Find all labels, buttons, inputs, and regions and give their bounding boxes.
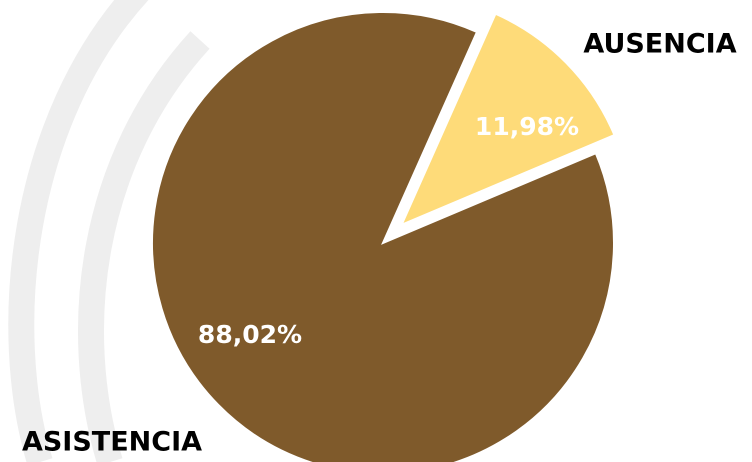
background-decoration bbox=[8, 0, 210, 462]
category-label: ASISTENCIA bbox=[22, 427, 202, 458]
value-label: 88,02% bbox=[198, 320, 302, 349]
pie-slice bbox=[399, 12, 616, 227]
category-label: AUSENCIA bbox=[583, 29, 736, 60]
decor-arc bbox=[78, 31, 210, 462]
decor-arc bbox=[8, 0, 149, 462]
value-label: 11,98% bbox=[475, 112, 579, 141]
pie-slice bbox=[151, 11, 615, 462]
